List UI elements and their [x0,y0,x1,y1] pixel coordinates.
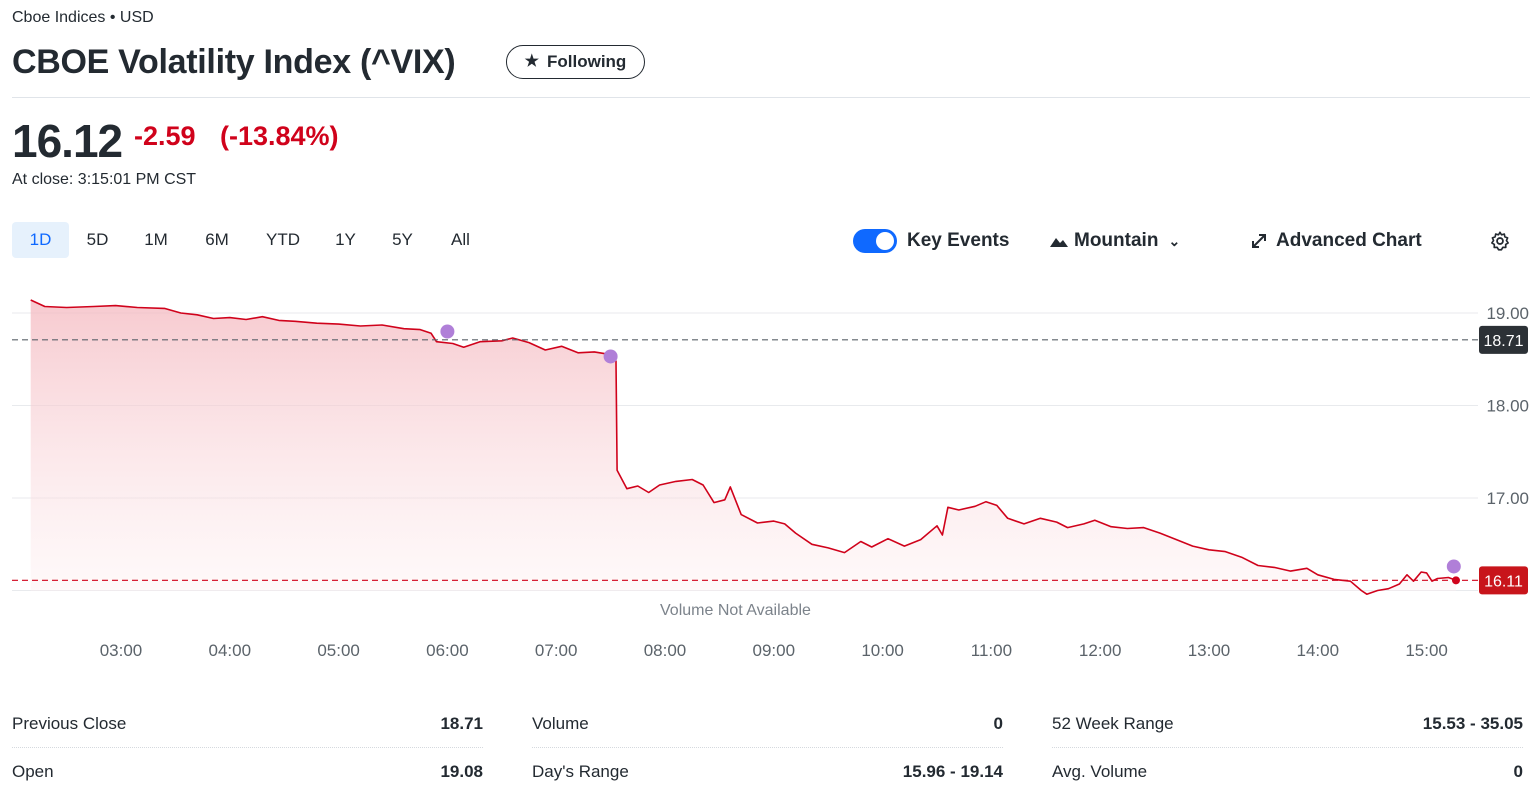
key-event-marker[interactable] [603,349,618,364]
previous-close-badge-bg [1479,325,1528,354]
price-line [30,299,1457,595]
stat-row: Day's Range 15.96 - 19.14 [532,748,1003,787]
page-title: CBOE Volatility Index (^VIX) [12,43,456,81]
chart-type-dropdown[interactable]: Mountain ⌄ [1050,230,1180,252]
chevron-down-icon: ⌄ [1168,232,1181,249]
price-chart[interactable]: 19.00 18.00 17.00 18.71 16.11 03:00 04:0… [0,280,1533,680]
x-tick-label: 07:00 [535,641,578,660]
key-events-toggle[interactable] [853,229,897,253]
exchange-label: Cboe Indices • USD [12,9,154,26]
advanced-chart-button[interactable]: Advanced Chart [1250,230,1422,252]
tab-1m[interactable]: 1M [144,230,168,249]
x-tick-label: 15:00 [1405,641,1448,660]
expand-icon [1252,234,1266,248]
star-icon: ★ [524,53,539,70]
key-events-label[interactable]: Key Events [907,230,1010,251]
stat-row: Volume 0 [532,700,1003,748]
close-time: At close: 3:15:01 PM CST [12,171,197,188]
x-tick-label: 03:00 [100,641,143,660]
x-tick-label: 06:00 [426,641,469,660]
stat-row: 52 Week Range 15.53 - 35.05 [1052,700,1523,748]
mountain-icon [1050,238,1068,247]
x-tick-label: 05:00 [317,641,360,660]
last-price-badge-bg [1479,566,1528,595]
tab-5y[interactable]: 5Y [392,230,413,249]
stat-label: 52 Week Range [1052,713,1174,733]
tab-6m[interactable]: 6M [205,230,229,249]
tab-ytd[interactable]: YTD [266,230,300,249]
stat-value: 19.08 [440,762,483,781]
stat-value: 0 [1513,762,1523,781]
x-tick-label: 09:00 [753,641,796,660]
price-area [30,300,1457,595]
following-button[interactable]: ★ Following [506,45,645,79]
stat-row: Previous Close 18.71 [12,700,483,748]
stats-column: Previous Close 18.71 Open 19.08 [12,700,483,787]
key-event-marker[interactable] [440,324,455,339]
x-tick-label: 12:00 [1079,641,1122,660]
stat-label: Day's Range [532,762,629,781]
tab-5d[interactable]: 5D [86,230,109,249]
y-tick-label: 19.00 [1486,304,1529,323]
tab-1d[interactable]: 1D [12,222,69,258]
x-tick-label: 10:00 [861,641,904,660]
range-tabs: 1D 5D 1M 6M YTD 1Y 5Y All [12,222,489,258]
gear-icon[interactable] [1489,230,1511,252]
previous-close-badge-label: 18.71 [1483,333,1523,350]
key-events-markers [440,324,1461,574]
price-change-percent: (-13.84%) [220,121,339,151]
chart-type-label: Mountain [1074,230,1159,251]
previous-close-badge: 18.71 [1479,325,1528,354]
stat-label: Avg. Volume [1052,762,1148,781]
following-label: Following [547,52,627,71]
stat-row: Avg. Volume 0 [1052,748,1523,787]
last-price-badge-label: 16.11 [1484,573,1523,590]
y-tick-label: 17.00 [1486,489,1529,508]
stat-label: Open [12,762,54,781]
stat-label: Previous Close [12,713,127,733]
x-tick-label: 11:00 [971,641,1012,660]
x-tick-label: 14:00 [1297,641,1340,660]
x-tick-label: 13:00 [1188,641,1231,660]
tab-1y[interactable]: 1Y [335,230,356,249]
price-change: -2.59 [134,121,196,151]
stat-value: 15.53 - 35.05 [1422,713,1523,733]
tab-all[interactable]: All [451,230,470,249]
stats-column: 52 Week Range 15.53 - 35.05 Avg. Volume 0 [1052,700,1523,787]
stat-row: Open 19.08 [12,748,483,787]
stats-column: Volume 0 Day's Range 15.96 - 19.14 [532,700,1003,787]
volume-not-available: Volume Not Available [660,602,811,619]
y-axis: 19.00 18.00 17.00 [1486,304,1529,508]
y-tick-label: 18.00 [1486,397,1529,416]
last-price-dot [1451,576,1460,585]
x-tick-label: 04:00 [209,641,252,660]
toggle-knob [876,232,894,250]
price-value: 16.12 [12,115,123,167]
last-price-badge: 16.11 [1479,566,1528,595]
x-axis: 03:00 04:00 05:00 06:00 07:00 08:00 09:0… [100,641,1448,660]
stat-value: 15.96 - 19.14 [902,762,1003,781]
stat-label: Volume [532,713,589,733]
advanced-chart-label: Advanced Chart [1276,230,1422,251]
x-tick-label: 08:00 [644,641,687,660]
stat-value: 0 [993,713,1003,733]
key-event-marker[interactable] [1446,559,1461,574]
header-divider [12,97,1530,98]
stat-value: 18.71 [440,713,483,733]
